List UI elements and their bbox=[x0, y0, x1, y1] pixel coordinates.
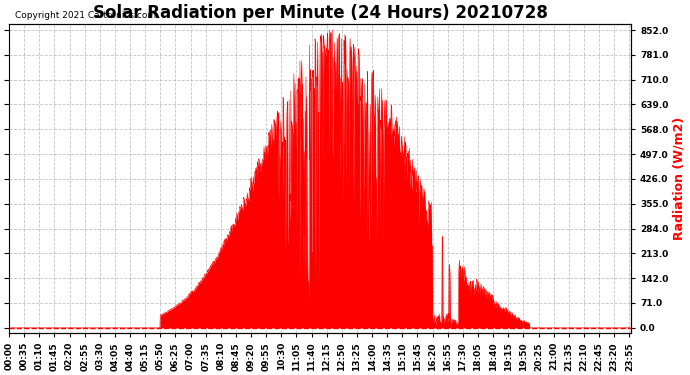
Title: Solar Radiation per Minute (24 Hours) 20210728: Solar Radiation per Minute (24 Hours) 20… bbox=[92, 4, 547, 22]
Text: Copyright 2021 Cartronics.com: Copyright 2021 Cartronics.com bbox=[15, 11, 157, 20]
Y-axis label: Radiation (W/m2): Radiation (W/m2) bbox=[673, 117, 686, 240]
